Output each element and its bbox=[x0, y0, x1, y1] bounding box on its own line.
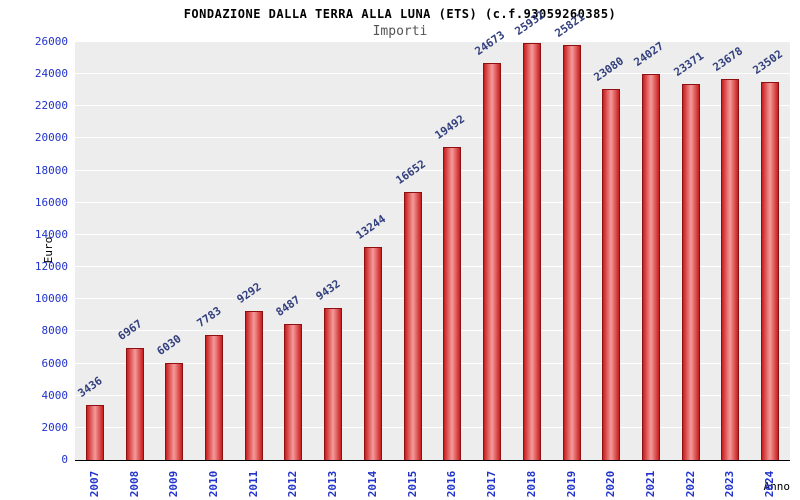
bar bbox=[125, 348, 144, 460]
gridline bbox=[75, 137, 790, 139]
x-tick-label: 2018 bbox=[524, 470, 538, 498]
bar bbox=[244, 311, 263, 460]
bar bbox=[761, 82, 780, 460]
bar-value-label: 6030 bbox=[154, 332, 185, 358]
y-tick-label: 0 bbox=[61, 453, 68, 466]
bar-value-label: 23080 bbox=[591, 54, 627, 84]
y-tick-label: 20000 bbox=[34, 131, 68, 145]
bar bbox=[363, 247, 382, 460]
bar-value-label: 3436 bbox=[75, 374, 105, 400]
gridline bbox=[75, 426, 790, 428]
gridline bbox=[75, 298, 790, 300]
bar-value-label: 24027 bbox=[631, 39, 667, 69]
gridline bbox=[75, 201, 790, 203]
bar-value-label: 23678 bbox=[710, 44, 746, 74]
x-tick-label: 2012 bbox=[286, 470, 300, 498]
x-tick-label: 2022 bbox=[683, 470, 697, 498]
x-tick-label: 2017 bbox=[485, 470, 499, 498]
y-tick-label: 8000 bbox=[41, 324, 69, 338]
x-tick-label: 2008 bbox=[127, 470, 141, 498]
x-tick-label: 2007 bbox=[87, 470, 101, 498]
x-tick-label: 2016 bbox=[445, 470, 459, 498]
bar bbox=[284, 324, 303, 460]
y-tick-label: 6000 bbox=[41, 356, 69, 370]
x-tick-label: 2010 bbox=[207, 470, 221, 498]
bar bbox=[483, 63, 502, 460]
x-tick-label: 2014 bbox=[365, 470, 379, 498]
plot-area: 3436 6967 6030 7783 9292 8487 9432 13244 16652 19… bbox=[75, 8, 790, 461]
bar bbox=[522, 43, 541, 460]
bar bbox=[205, 335, 224, 460]
gridline bbox=[75, 330, 790, 332]
bar bbox=[681, 84, 700, 460]
x-tick-label: 2011 bbox=[246, 470, 260, 498]
bar bbox=[165, 363, 184, 460]
x-tick-label: 2009 bbox=[167, 470, 181, 498]
x-axis-title: Anno bbox=[763, 480, 791, 493]
gridline bbox=[75, 394, 790, 396]
x-tick-label: 2020 bbox=[604, 470, 618, 498]
x-tick-label: 2023 bbox=[723, 470, 737, 498]
bar bbox=[641, 74, 660, 460]
bar bbox=[721, 79, 740, 460]
y-tick-label: 4000 bbox=[41, 388, 69, 402]
y-tick-label: 26000 bbox=[34, 35, 68, 48]
gridline bbox=[75, 169, 790, 171]
gridline bbox=[75, 41, 790, 42]
gridline bbox=[75, 73, 790, 75]
y-tick-label: 16000 bbox=[34, 195, 68, 209]
bar bbox=[324, 308, 343, 460]
bar-value-label: 16652 bbox=[393, 157, 428, 187]
y-tick-label: 2000 bbox=[41, 420, 69, 434]
gridline bbox=[75, 266, 790, 268]
x-tick-label: 2019 bbox=[564, 470, 578, 498]
bar bbox=[602, 89, 621, 460]
x-tick-label: 2015 bbox=[405, 470, 419, 498]
x-tick-label: 2013 bbox=[326, 470, 340, 498]
x-tick-label: 2021 bbox=[643, 470, 657, 498]
x-tick-label: 2024 bbox=[763, 470, 777, 498]
bar bbox=[403, 192, 422, 460]
chart-title: FONDAZIONE DALLA TERRA ALLA LUNA (ETS) (… bbox=[183, 7, 617, 21]
bar bbox=[443, 147, 462, 460]
bar-value-label: 8487 bbox=[274, 293, 304, 319]
bar-value-label: 9292 bbox=[234, 280, 264, 306]
chart-subtitle: Importi bbox=[372, 24, 428, 39]
gridline bbox=[75, 362, 790, 364]
bar-value-label: 7783 bbox=[194, 304, 224, 330]
bar-value-label: 23371 bbox=[671, 49, 706, 79]
y-tick-label: 22000 bbox=[34, 99, 68, 113]
gridline bbox=[75, 233, 790, 235]
gridline bbox=[75, 105, 790, 107]
bar-value-label: 13244 bbox=[353, 212, 389, 242]
bar bbox=[85, 405, 104, 460]
y-tick-label: 10000 bbox=[34, 292, 68, 306]
y-tick-label: 12000 bbox=[34, 260, 68, 274]
y-tick-label: 24000 bbox=[34, 67, 68, 81]
bar bbox=[562, 45, 581, 460]
y-tick-label: 14000 bbox=[34, 227, 68, 241]
bar-value-label: 6967 bbox=[115, 317, 145, 343]
y-tick-label: 18000 bbox=[34, 163, 68, 177]
